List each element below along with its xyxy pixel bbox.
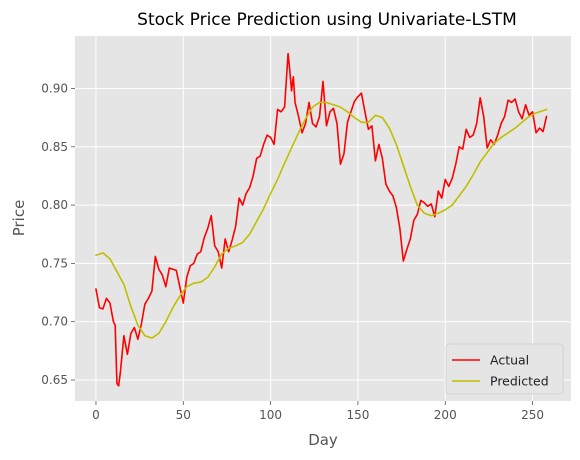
x-tick-label: 250 [521,408,544,422]
y-tick-label: 0.80 [41,198,68,212]
y-tick-label: 0.75 [41,256,68,270]
y-axis-label: Price [10,200,28,237]
y-tick-label: 0.65 [41,373,68,387]
chart-title: Stock Price Prediction using Univariate-… [137,10,517,30]
y-tick-label: 0.90 [41,81,68,95]
y-tick-label: 0.70 [41,315,68,329]
y-tick-label: 0.85 [41,140,68,154]
legend: Actual Predicted [445,343,564,395]
x-tick-label: 0 [92,408,100,422]
series-layer [95,52,548,387]
plot-area [75,36,571,401]
x-axis-label: Day [308,431,338,449]
x-tick-label: 150 [346,408,369,422]
series-line-predicted [95,101,548,339]
x-tick-label: 200 [434,408,457,422]
x-tick-label: 50 [176,408,191,422]
y-axis-ticks: 0.65 0.70 0.75 0.80 0.85 0.90 [41,81,75,387]
series-line-actual [95,52,548,387]
legend-label-actual: Actual [490,353,529,368]
x-axis-ticks: 0 50 100 150 200 250 [92,401,544,422]
legend-label-predicted: Predicted [490,374,549,389]
x-tick-label: 100 [259,408,282,422]
